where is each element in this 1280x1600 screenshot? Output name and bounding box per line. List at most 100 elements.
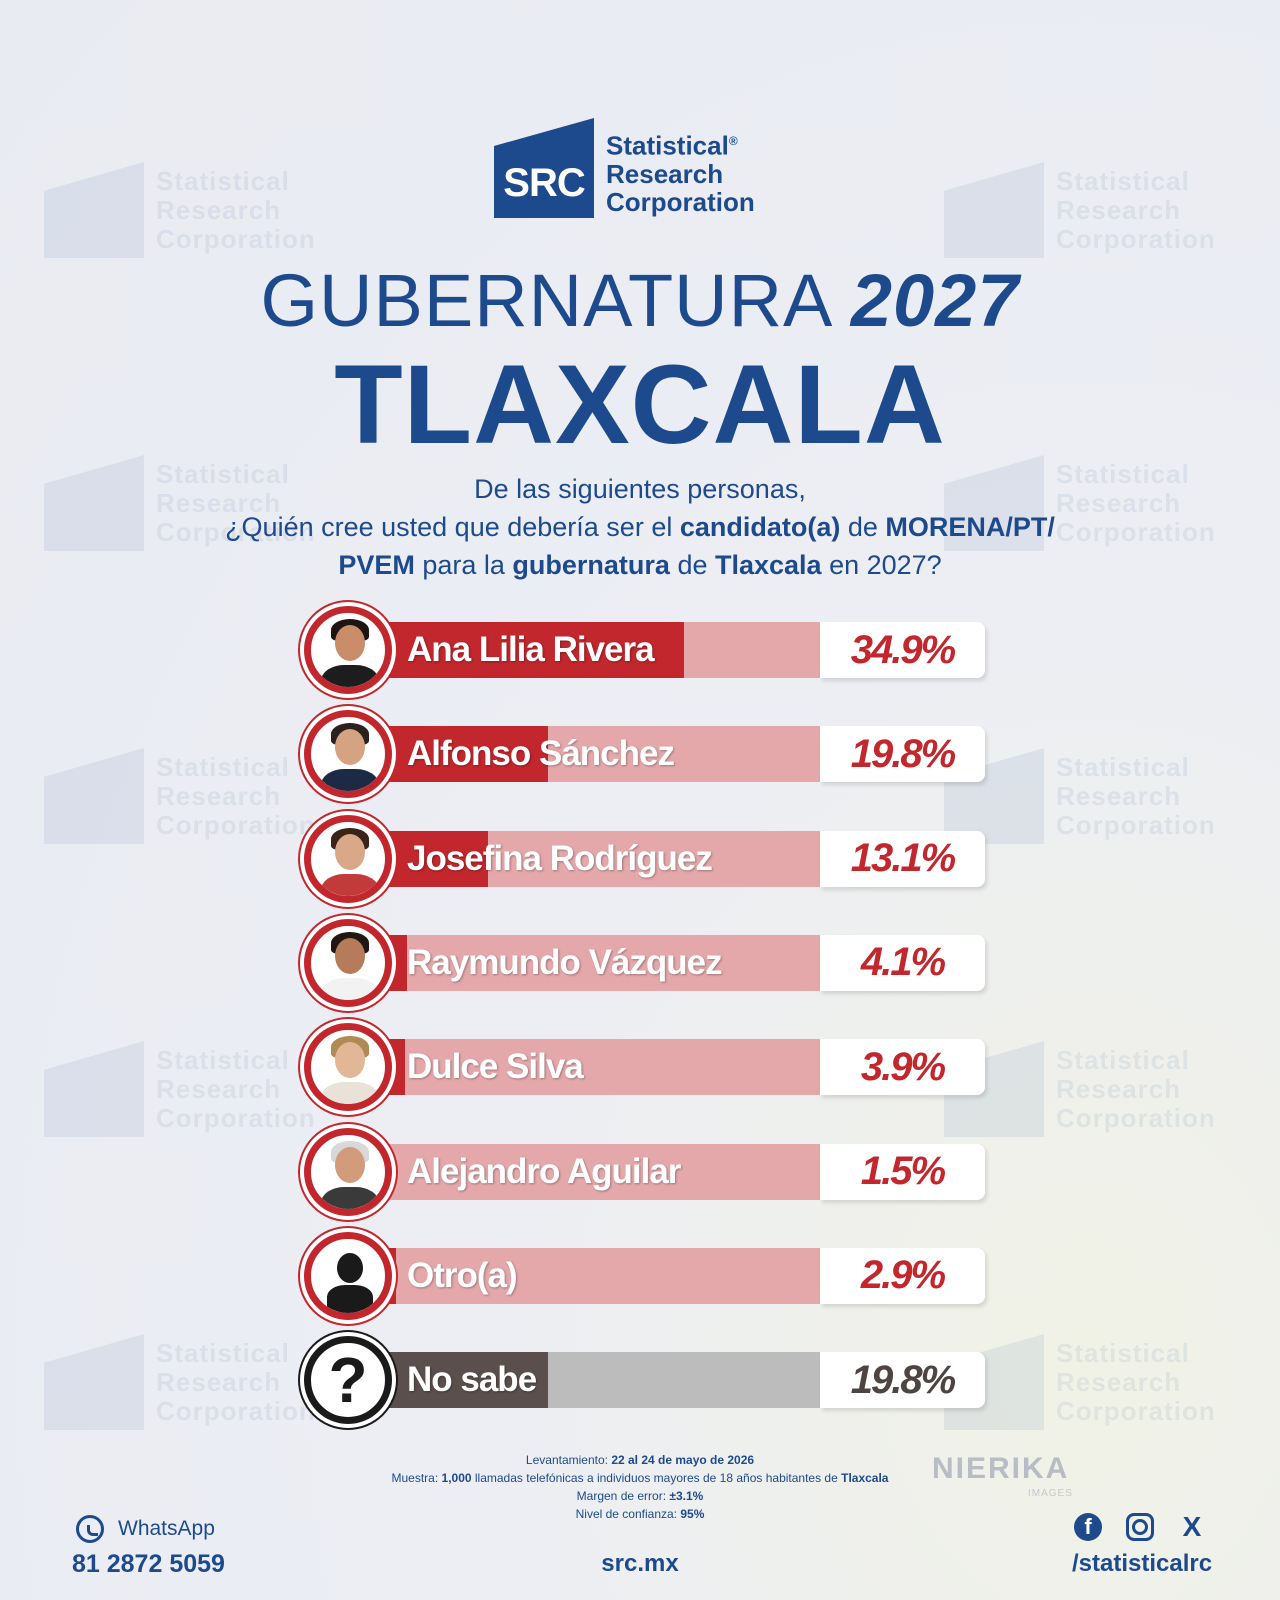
question-bold: MORENA/PT/ [885, 512, 1055, 542]
bar-value-label: 2.9% [820, 1247, 985, 1304]
social-icons: f X [1074, 1511, 1206, 1542]
logo-wordmark: Statistical® Research Corporation [606, 127, 755, 216]
watermark: Statistical Research Corporation [44, 1334, 316, 1430]
bar-value-label: 13.1% [820, 830, 985, 887]
category-label: Raymundo Vázquez [407, 942, 723, 982]
survey-value: 95% [680, 1507, 705, 1521]
category-label: Alfonso Sánchez [407, 734, 675, 774]
registered-mark: ® [728, 134, 738, 149]
question-mark-icon: ? [300, 1332, 396, 1429]
watermark-logo-mark [44, 162, 144, 258]
question-line1: De las siguientes personas, [474, 474, 806, 504]
question-bold: candidato(a) [679, 512, 841, 542]
watermark: Statistical Research Corporation [944, 162, 1216, 258]
survey-label: Nivel de confianza: [575, 1507, 681, 1521]
watermark: Statistical Research Corporation [44, 1041, 316, 1137]
category-label: Otro(a) [407, 1255, 518, 1295]
watermark-logo-mark [44, 1334, 144, 1430]
watermark-logo-mark [44, 748, 144, 844]
survey-label: Muestra: [391, 1471, 442, 1485]
facebook-icon[interactable]: f [1074, 1513, 1102, 1541]
question-bold: PVEM [338, 550, 415, 580]
bar-value-label: 4.1% [820, 934, 985, 991]
survey-label: llamadas telefónicas a individuos mayore… [471, 1471, 842, 1485]
watermark-text: Statistical Research Corporation [1056, 1337, 1216, 1426]
question-text: de [669, 550, 715, 580]
question-bold: gubernatura [512, 550, 670, 580]
survey-label: Levantamiento: [525, 1453, 612, 1467]
logo-abbr: SRC [503, 161, 585, 205]
watermark-logo-mark [44, 1041, 144, 1137]
watermark-text: Statistical Research Corporation [1056, 165, 1216, 254]
survey-value: Tlaxcala [841, 1471, 889, 1485]
partner-logo: NIERIKA [932, 1452, 1070, 1485]
watermark: Statistical Research Corporation [44, 748, 316, 844]
watermark-text: Statistical Research Corporation [1056, 751, 1216, 840]
candidate-avatar [300, 914, 396, 1011]
logo-line2: Research [606, 159, 724, 189]
watermark-text: Statistical Research Corporation [156, 165, 316, 254]
bar-row: 13.1% Josefina Rodríguez [300, 810, 990, 907]
watermark-text: Statistical Research Corporation [156, 1044, 316, 1133]
whatsapp-label: WhatsApp [118, 1517, 215, 1540]
survey-value: 1,000 [441, 1471, 472, 1485]
bar-row: 34.9% Ana Lilia Rivera [300, 602, 990, 698]
candidate-avatar [300, 1123, 396, 1220]
question-text: de [840, 512, 886, 542]
bar-row: 1.5% Alejandro Aguilar [300, 1123, 990, 1220]
category-label: Dulce Silva [407, 1047, 584, 1087]
bar [370, 1352, 549, 1409]
bar-row: 19.8% No sabe? [300, 1332, 990, 1429]
bar-row: 19.8% Alfonso Sánchez [300, 706, 990, 803]
bar-value-label: 34.9% [820, 622, 985, 678]
bar-row: 3.9% Dulce Silva [300, 1019, 990, 1116]
candidate-avatar [300, 810, 396, 907]
whatsapp-icon [76, 1515, 104, 1543]
question-bold: Tlaxcala [714, 550, 822, 580]
page-title: GUBERNATURA 2027 [0, 258, 1280, 343]
category-label: Josefina Rodríguez [407, 838, 713, 878]
category-label: Alejandro Aguilar [407, 1151, 681, 1191]
logo-line1: Statistical [606, 131, 729, 161]
survey-label: Margen de error: [576, 1489, 670, 1503]
src-logo: SRC Statistical® Research Corporation [494, 118, 755, 218]
watermark-text: Statistical Research Corporation [156, 751, 316, 840]
question-text: en 2027? [821, 550, 942, 580]
candidate-avatar [300, 602, 396, 698]
logo-line3: Corporation [606, 187, 755, 217]
bar-value-label: 19.8% [820, 726, 985, 783]
person-icon [300, 1227, 396, 1324]
website-link[interactable]: src.mx [601, 1550, 679, 1577]
whatsapp-contact[interactable]: WhatsApp [76, 1515, 215, 1543]
candidate-avatar [300, 1019, 396, 1116]
survey-question: De las siguientes personas, ¿Quién cree … [100, 470, 1180, 584]
bar-value-label: 1.5% [820, 1143, 985, 1200]
bar-value-label: 19.8% [820, 1352, 985, 1409]
survey-value: ±3.1% [669, 1489, 704, 1503]
question-text: para la [414, 550, 513, 580]
bar-track [370, 622, 920, 678]
state-title: TLAXCALA [334, 342, 946, 467]
category-label: No sabe [407, 1360, 537, 1400]
instagram-icon[interactable] [1126, 1513, 1154, 1541]
survey-methodology: Levantamiento: 22 al 24 de mayo de 2026 … [0, 1451, 1280, 1523]
bar-value-label: 3.9% [820, 1039, 985, 1096]
watermark-text: Statistical Research Corporation [156, 1337, 316, 1426]
question-text: ¿Quién cree usted que debería ser el [225, 512, 680, 542]
partner-logo-sub: IMAGES [1028, 1488, 1073, 1499]
watermark: Statistical Research Corporation [44, 162, 316, 258]
bar [370, 726, 549, 783]
survey-value: 22 al 24 de mayo de 2026 [611, 1453, 755, 1467]
phone-number[interactable]: 81 2872 5059 [72, 1550, 225, 1578]
watermark-text: Statistical Research Corporation [1056, 1044, 1216, 1133]
bar-row: 2.9% Otro(a) [300, 1227, 990, 1324]
logo-mark: SRC [494, 118, 594, 218]
category-label: Ana Lilia Rivera [407, 630, 655, 669]
title-word: GUBERNATURA [260, 259, 830, 342]
bar-row: 4.1% Raymundo Vázquez [300, 914, 990, 1011]
title-year: 2027 [850, 259, 1020, 342]
candidate-avatar [300, 706, 396, 803]
x-icon[interactable]: X [1182, 1511, 1202, 1542]
bar [370, 622, 685, 678]
social-handle[interactable]: /statisticalrc [1072, 1550, 1213, 1577]
